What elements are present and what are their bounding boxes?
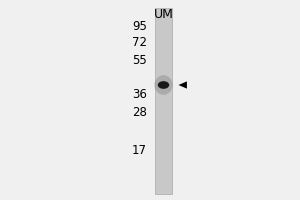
Text: 55: 55 [132,53,147,66]
Text: 95: 95 [132,20,147,32]
Text: 28: 28 [132,106,147,118]
Text: UM: UM [154,8,173,21]
Bar [155,8,172,194]
Text: 72: 72 [132,36,147,48]
Polygon shape [178,81,187,89]
Ellipse shape [154,75,172,95]
Text: 17: 17 [132,144,147,156]
Text: 36: 36 [132,88,147,100]
Ellipse shape [158,81,169,89]
